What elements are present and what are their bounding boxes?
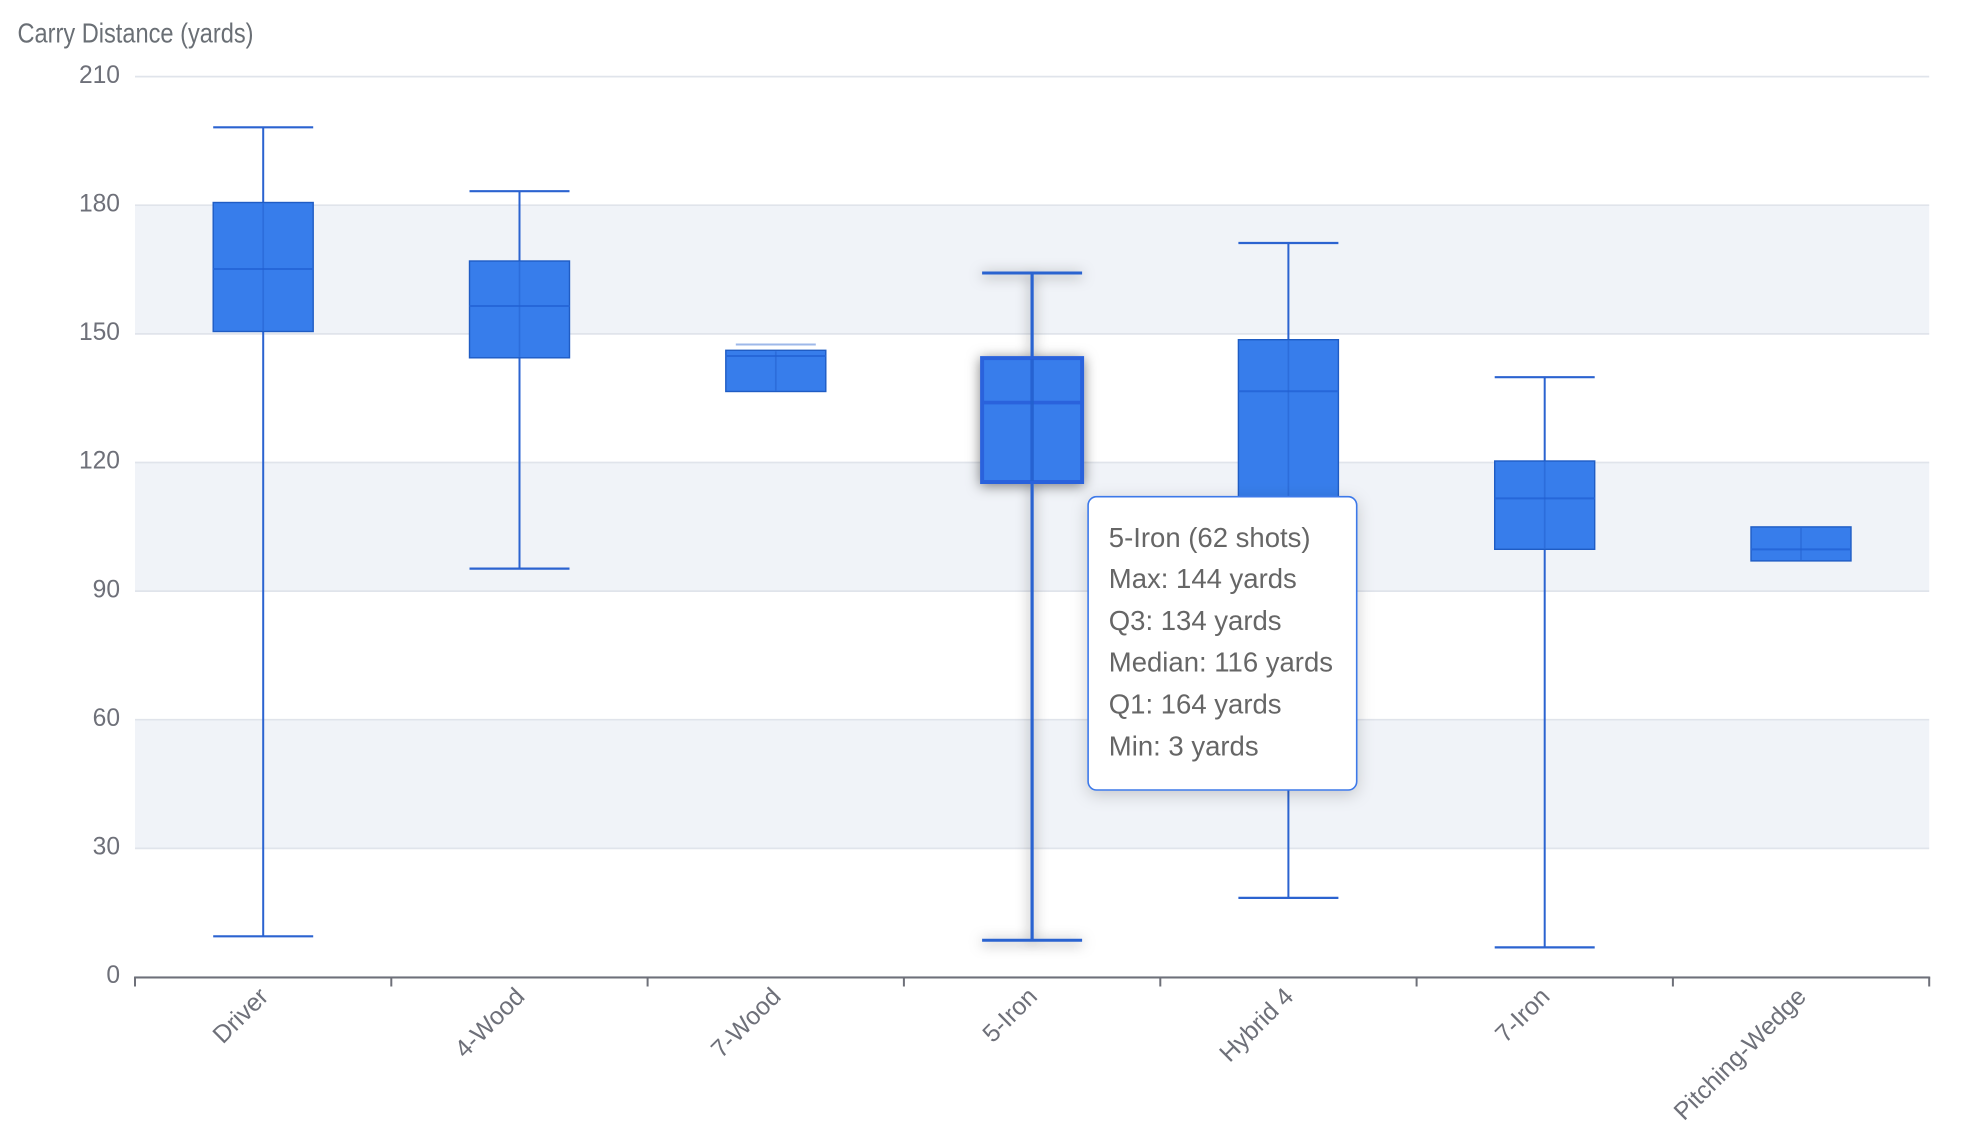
svg-text:5-Iron (62 shots): 5-Iron (62 shots) bbox=[1109, 522, 1311, 553]
svg-text:30: 30 bbox=[93, 834, 120, 861]
svg-text:210: 210 bbox=[79, 62, 120, 89]
svg-text:150: 150 bbox=[79, 319, 120, 346]
svg-text:Carry Distance (yards): Carry Distance (yards) bbox=[18, 18, 254, 49]
svg-text:Q3: 134 yards: Q3: 134 yards bbox=[1109, 605, 1282, 636]
svg-text:0: 0 bbox=[106, 962, 120, 989]
svg-text:Min: 3 yards: Min: 3 yards bbox=[1109, 731, 1259, 762]
svg-text:180: 180 bbox=[79, 190, 120, 217]
svg-text:Max: 144 yards: Max: 144 yards bbox=[1109, 563, 1297, 594]
svg-text:120: 120 bbox=[79, 448, 120, 475]
svg-text:Q1: 164 yards: Q1: 164 yards bbox=[1109, 689, 1282, 720]
svg-text:60: 60 bbox=[93, 705, 120, 732]
svg-text:90: 90 bbox=[93, 576, 120, 603]
svg-text:Median: 116 yards: Median: 116 yards bbox=[1109, 647, 1333, 678]
